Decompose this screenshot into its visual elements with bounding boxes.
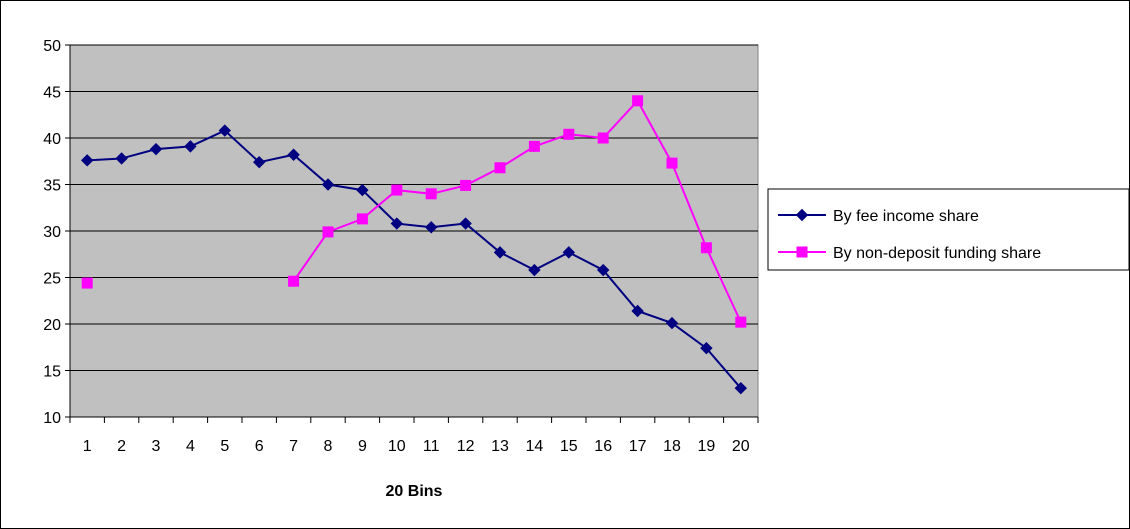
- x-tick-label: 7: [289, 438, 298, 455]
- series-1: [80, 124, 748, 395]
- x-tick-label: 9: [358, 438, 367, 455]
- data-point-square: [322, 226, 334, 238]
- data-point-square: [735, 316, 747, 328]
- data-point-square: [632, 95, 644, 107]
- data-point-diamond: [390, 217, 404, 230]
- data-point-square: [356, 213, 368, 225]
- x-tick-label: 2: [117, 438, 126, 455]
- data-point-diamond: [218, 124, 232, 137]
- series-line: [87, 129, 742, 389]
- data-point-diamond: [287, 148, 300, 161]
- series-2: [81, 95, 747, 328]
- data-point-diamond: [115, 152, 128, 165]
- data-point-diamond: [665, 316, 679, 330]
- x-tick-label: 10: [388, 438, 406, 455]
- x-tick-label: 19: [698, 438, 716, 455]
- y-tick-label: 15: [43, 364, 61, 381]
- x-tick-label: 6: [255, 438, 264, 455]
- x-tick-label: 11: [423, 438, 440, 455]
- x-axis-title: 20 Bins: [386, 483, 443, 500]
- data-point-diamond: [528, 263, 541, 277]
- data-point-square: [700, 242, 712, 254]
- data-point-square: [460, 179, 472, 191]
- x-tick-label: 13: [491, 438, 509, 455]
- data-point-square: [666, 157, 678, 169]
- data-point-diamond: [321, 178, 335, 191]
- legend: By fee income share By non-deposit fundin…: [767, 188, 1130, 271]
- data-point-diamond: [596, 263, 610, 277]
- y-tick-label: 50: [43, 38, 61, 55]
- y-tick-label: 45: [43, 85, 61, 102]
- x-tick-label: 17: [629, 438, 647, 455]
- x-tick-label: 4: [186, 438, 195, 455]
- data-point-diamond: [424, 221, 438, 234]
- y-tick-label: 40: [43, 131, 61, 148]
- x-tick-label: 8: [324, 438, 333, 455]
- legend-box: [767, 188, 1130, 271]
- y-tick-label: 20: [43, 317, 61, 334]
- data-point-square: [796, 246, 808, 258]
- x-tick-label: 16: [594, 438, 612, 455]
- data-point-square: [494, 162, 506, 174]
- data-point-diamond: [459, 217, 472, 230]
- series-line: [292, 99, 742, 323]
- data-point-diamond: [795, 208, 809, 222]
- data-point-diamond: [149, 142, 163, 156]
- legend-label: By fee income share: [833, 208, 979, 225]
- data-point-diamond: [631, 304, 644, 318]
- data-point-diamond: [252, 155, 266, 169]
- data-point-square: [81, 277, 93, 289]
- axes: [65, 44, 759, 423]
- series-group: [80, 95, 748, 395]
- x-tick-label: 3: [152, 438, 161, 455]
- legend-label: By non-deposit funding share: [833, 245, 1041, 262]
- data-point-square: [528, 140, 540, 152]
- gridlines: [70, 44, 758, 371]
- data-point-square: [391, 184, 403, 196]
- data-point-diamond: [184, 140, 197, 153]
- y-tick-label: 10: [43, 410, 61, 427]
- x-tick-label: 12: [457, 438, 475, 455]
- data-point-diamond: [80, 154, 94, 167]
- data-point-diamond: [493, 246, 507, 259]
- y-tick-label: 25: [43, 271, 61, 288]
- x-tick-label: 20: [732, 438, 750, 455]
- data-point-square: [425, 188, 437, 200]
- data-point-square: [597, 132, 609, 144]
- x-tick-label: 1: [83, 438, 92, 455]
- data-point-square: [288, 275, 300, 287]
- y-tick-label: 30: [43, 224, 61, 241]
- x-tick-label: 18: [663, 438, 681, 455]
- y-tick-label: 35: [43, 178, 61, 195]
- data-point-diamond: [734, 381, 748, 395]
- x-tick-label: 14: [526, 438, 544, 455]
- x-tick-label: 5: [220, 438, 229, 455]
- x-tick-label: 15: [560, 438, 578, 455]
- data-point-diamond: [356, 183, 369, 197]
- data-point-square: [563, 128, 575, 140]
- data-point-diamond: [700, 341, 713, 355]
- data-point-diamond: [562, 246, 576, 259]
